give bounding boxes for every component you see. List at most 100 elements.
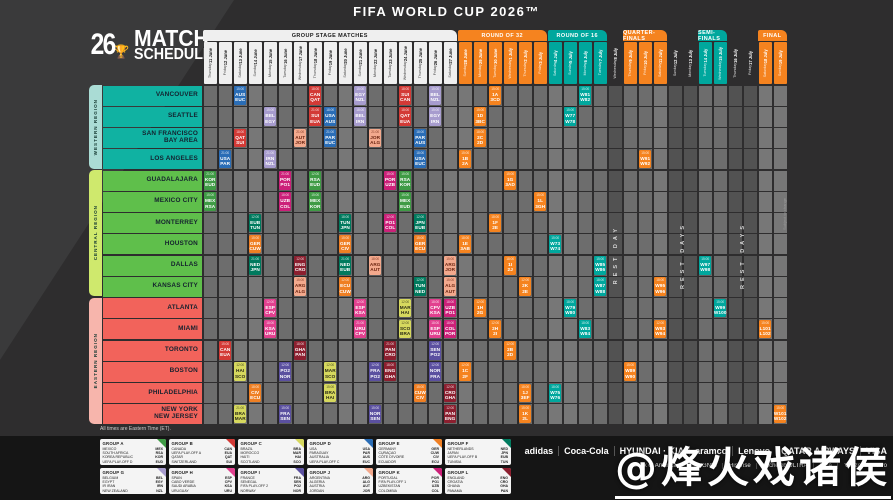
grid-cell — [743, 191, 758, 212]
grid-cell — [323, 149, 338, 170]
grid-cell — [773, 213, 788, 234]
match-cell: 18:00 CIV ECU — [249, 383, 262, 403]
grid-cell — [668, 404, 683, 425]
group-box: GROUP I FRANCE FRA SENEGAL SEN FIFA PLAY-OFF … — [238, 468, 304, 494]
date-column: Tuesday 16 June — [278, 42, 293, 84]
match-cell: 21:00 NED EUB — [339, 256, 352, 275]
grid-cell — [233, 106, 248, 127]
grid-cell — [668, 319, 683, 340]
grid-cell — [278, 383, 293, 404]
grid-cell — [653, 383, 668, 404]
group-box: GROUP A MEXICO MEX SOUTH AFRICA RSA KOREA REP… — [100, 439, 166, 465]
match-cell: 15:00 W77 W78 — [564, 107, 577, 126]
grid-cell — [398, 340, 413, 361]
grid-cell — [698, 85, 713, 106]
group-team-row: UZBEKISTAN UZB — [378, 484, 440, 489]
grid-cell — [308, 319, 323, 340]
grid-cell — [488, 106, 503, 127]
grid-cell — [608, 361, 623, 382]
grid-cell — [278, 340, 293, 361]
grid-cell — [353, 170, 368, 191]
grid-cell — [413, 319, 428, 340]
match-cell: 15:00 CAN EUA — [219, 341, 232, 360]
match-cell: 18:00 1F 2E — [489, 213, 502, 233]
group-team-row: KOREA REPUBLIC KOR — [102, 455, 164, 460]
match-cell: 15:00 MEX EUD — [399, 192, 412, 211]
match-cell: 12:00 2B 2D — [504, 341, 517, 360]
grid-cell — [653, 213, 668, 234]
grid-cell — [503, 106, 518, 127]
sponsor-logo: aramco — [695, 446, 734, 456]
grid-cell — [383, 234, 398, 255]
match-cell: 15:00 W97 W98 — [699, 256, 712, 275]
match-cell: 12:00 SEN PO2 — [429, 341, 442, 360]
grid-cell — [458, 319, 473, 340]
grid-cell — [578, 191, 593, 212]
match-cell: 12:00 JPN EUB — [414, 213, 427, 233]
grid-cell — [773, 298, 788, 319]
date-column: Sunday 28 June — [458, 42, 473, 84]
grid-cell — [443, 361, 458, 382]
match-cell: 21:00 NED JPN — [249, 256, 262, 275]
grid-cell — [503, 404, 518, 425]
grid-cell — [623, 191, 638, 212]
grid-cell — [743, 340, 758, 361]
grid-cell — [248, 319, 263, 340]
grid-cell — [203, 298, 218, 319]
match-cell: 12:00 1C 2F — [459, 362, 472, 381]
grid-cell — [758, 85, 773, 106]
grid-cell — [758, 128, 773, 149]
date-column: Thursday 16 July — [732, 48, 738, 78]
match-cell: 18:00 PAR AUS — [414, 128, 427, 148]
grid-cell — [713, 340, 728, 361]
grid-cell — [698, 170, 713, 191]
match-cell: 15:00 BEL EGY — [264, 107, 277, 126]
grid-cell — [668, 298, 683, 319]
grid-cell — [593, 361, 608, 382]
grid-cell — [563, 85, 578, 106]
group-team-row: COLOMBIA COL — [378, 488, 440, 493]
city-row: PHILADELPHIA — [103, 383, 202, 404]
grid-cell — [683, 255, 698, 276]
date-column: Thursday 2 July — [518, 42, 533, 84]
grid-cell — [773, 191, 788, 212]
grid-cell — [593, 404, 608, 425]
logo-line2: SCHEDULE — [133, 46, 213, 63]
group-title: GROUP L — [447, 469, 469, 475]
group-color-corner — [295, 439, 304, 448]
group-team-row: UEFA PLAY-OFF A EUA — [171, 450, 233, 455]
match-cell: 18:00 TUN JPN — [339, 213, 352, 233]
match-cell: 12:00 ENG CRO — [294, 256, 307, 275]
group-box: GROUP J ARGENTINA ARG ALGERIA ALG AUSTRIA AUT J… — [307, 468, 373, 494]
match-cell: 21:00 JOR ALG — [369, 128, 382, 148]
grid-cell — [338, 170, 353, 191]
grid-cell — [338, 404, 353, 425]
group-team-row: GHANA GHA — [447, 484, 509, 489]
grid-cell — [323, 298, 338, 319]
grid-cell — [218, 170, 233, 191]
date-column: Tuesday 14 July — [698, 42, 713, 84]
grid-cell — [548, 170, 563, 191]
grid-cell — [293, 149, 308, 170]
grid-cell — [263, 383, 278, 404]
group-team-row: AUSTRALIA AUS — [309, 455, 371, 460]
grid-cell — [608, 298, 623, 319]
phase-header-sf: SEMI-FINALS — [698, 30, 727, 42]
grid-cell — [698, 319, 713, 340]
date-column: Monday 13 July — [687, 49, 693, 77]
grid-cell — [518, 85, 533, 106]
match-cell: 21:00 POR PO1 — [279, 171, 292, 190]
grid-cell — [458, 255, 473, 276]
sponsor-logo: VISA — [865, 446, 887, 456]
grid-cell — [728, 149, 743, 170]
match-cell: 15:00 W85 W86 — [594, 256, 607, 275]
grid-cell — [653, 404, 668, 425]
city-row: SEATTLE — [103, 106, 202, 127]
grid-cell — [533, 361, 548, 382]
grid-cell — [473, 361, 488, 382]
grid-cell — [518, 213, 533, 234]
grid-cell — [593, 319, 608, 340]
grid-cell — [683, 383, 698, 404]
group-team-row: CURAÇAO CUW — [378, 450, 440, 455]
date-column: Wednesday 15 July — [713, 42, 728, 84]
